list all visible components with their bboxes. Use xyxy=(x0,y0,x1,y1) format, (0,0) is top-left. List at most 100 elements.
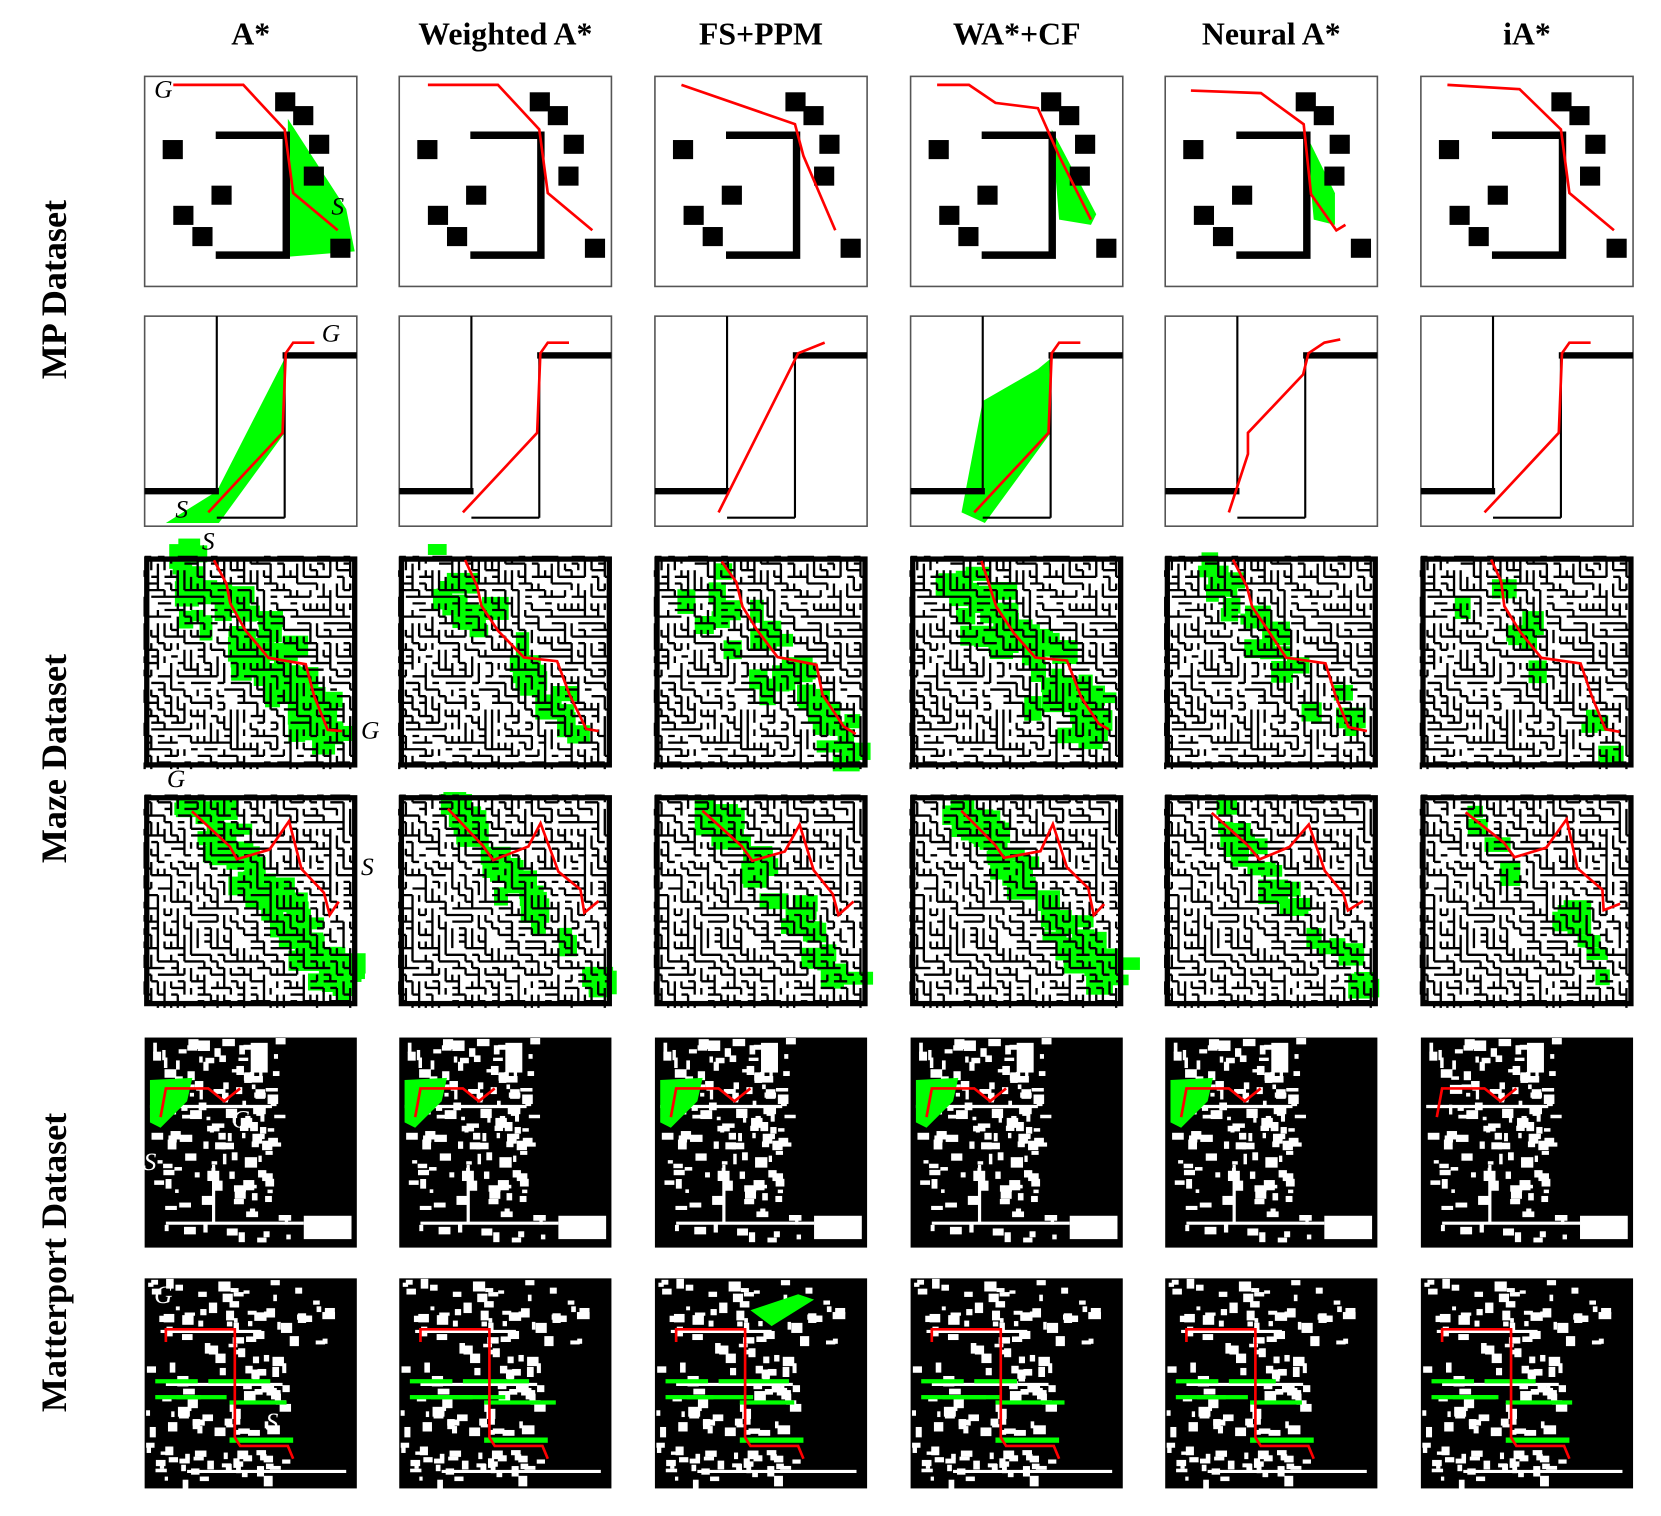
maze-border xyxy=(654,795,868,1007)
free-space xyxy=(226,1310,235,1321)
free-space xyxy=(160,1451,170,1455)
free-space xyxy=(1294,1054,1299,1059)
free-space xyxy=(1013,1429,1026,1436)
free-space xyxy=(680,1362,686,1373)
path xyxy=(1185,1327,1315,1460)
search-area xyxy=(176,1395,227,1400)
free-space xyxy=(772,1173,784,1182)
path xyxy=(980,560,1110,731)
free-space xyxy=(1167,1366,1177,1373)
search-area xyxy=(995,1400,1065,1405)
free-space xyxy=(513,1069,518,1080)
search-area xyxy=(1209,577,1233,597)
free-space xyxy=(666,1459,676,1467)
free-space xyxy=(1214,1456,1225,1461)
free-space xyxy=(1478,1195,1489,1205)
free-space xyxy=(736,1108,748,1119)
free-space xyxy=(1440,1069,1453,1078)
free-space xyxy=(1518,1132,1522,1139)
free-space xyxy=(742,1408,752,1419)
free-space xyxy=(280,1322,293,1333)
free-space xyxy=(1259,1057,1269,1061)
path xyxy=(1179,1087,1262,1118)
free-space xyxy=(212,1180,223,1191)
obstacle xyxy=(1096,238,1117,258)
free-space xyxy=(920,1180,931,1185)
free-space xyxy=(454,1089,458,1100)
free-space xyxy=(1540,1421,1545,1429)
free-space xyxy=(926,1329,1113,1474)
free-space xyxy=(1546,1280,1557,1286)
panel xyxy=(1164,315,1379,527)
free-space xyxy=(497,1180,509,1191)
free-space xyxy=(267,1425,280,1435)
free-space xyxy=(1220,1476,1230,1482)
panel-bg xyxy=(143,315,358,527)
free-space xyxy=(469,1427,481,1437)
free-space xyxy=(146,1442,155,1448)
free-space xyxy=(1252,1152,1259,1161)
free-space xyxy=(771,1383,781,1393)
free-space xyxy=(1293,1071,1301,1076)
free-space xyxy=(763,1105,777,1115)
obstacle xyxy=(1580,166,1601,186)
path xyxy=(212,559,343,733)
free-space xyxy=(672,1049,676,1061)
panel xyxy=(654,1278,868,1490)
free-space xyxy=(520,1150,528,1155)
free-space xyxy=(1315,1287,1323,1294)
free-space xyxy=(1282,1140,1293,1151)
free-space xyxy=(1528,1133,1539,1144)
free-space xyxy=(1009,1044,1022,1050)
free-space xyxy=(663,1051,672,1061)
free-space xyxy=(419,1446,428,1456)
search-area xyxy=(739,1400,795,1405)
free-space xyxy=(519,1421,523,1429)
free-space xyxy=(1455,1134,1469,1142)
obstacle xyxy=(1232,185,1253,205)
free-space xyxy=(264,1421,269,1429)
free-space xyxy=(1284,1311,1293,1316)
free-space xyxy=(1088,1338,1094,1344)
free-space xyxy=(1232,1161,1238,1165)
free-space xyxy=(148,1282,154,1287)
obstacle xyxy=(672,140,694,160)
free-space xyxy=(713,1223,718,1233)
free-space xyxy=(689,1202,702,1208)
free-space xyxy=(747,1461,754,1467)
free-space xyxy=(1598,1312,1612,1320)
free-space xyxy=(1497,1142,1511,1150)
free-space xyxy=(1494,1132,1502,1140)
search-area xyxy=(750,1294,815,1327)
free-space xyxy=(1172,1132,1184,1140)
free-space xyxy=(166,1278,174,1289)
free-space xyxy=(1090,1307,1101,1315)
free-space xyxy=(164,1476,169,1481)
free-space xyxy=(1502,1424,1510,1428)
free-space xyxy=(1210,1092,1215,1097)
free-space xyxy=(675,1179,682,1189)
free-space xyxy=(239,1125,249,1132)
free-space xyxy=(1268,1321,1273,1327)
free-space xyxy=(1306,1234,1312,1240)
free-space xyxy=(226,1228,238,1236)
free-space xyxy=(408,1180,419,1185)
search-area xyxy=(1505,1437,1570,1443)
obstacle xyxy=(1585,134,1606,154)
free-space xyxy=(502,1321,507,1327)
search-area xyxy=(1306,927,1322,949)
free-space xyxy=(174,1076,183,1080)
free-space xyxy=(689,1134,703,1142)
free-space xyxy=(995,1171,1001,1179)
free-space xyxy=(929,1169,941,1176)
path xyxy=(463,559,599,733)
free-space xyxy=(221,1142,234,1150)
search-area xyxy=(1175,1395,1226,1400)
free-space xyxy=(1243,1293,1254,1303)
free-space xyxy=(1029,1231,1036,1238)
free-space xyxy=(934,1135,943,1143)
free-space xyxy=(1550,1054,1555,1059)
free-space xyxy=(912,1366,922,1373)
free-space xyxy=(739,1301,750,1308)
